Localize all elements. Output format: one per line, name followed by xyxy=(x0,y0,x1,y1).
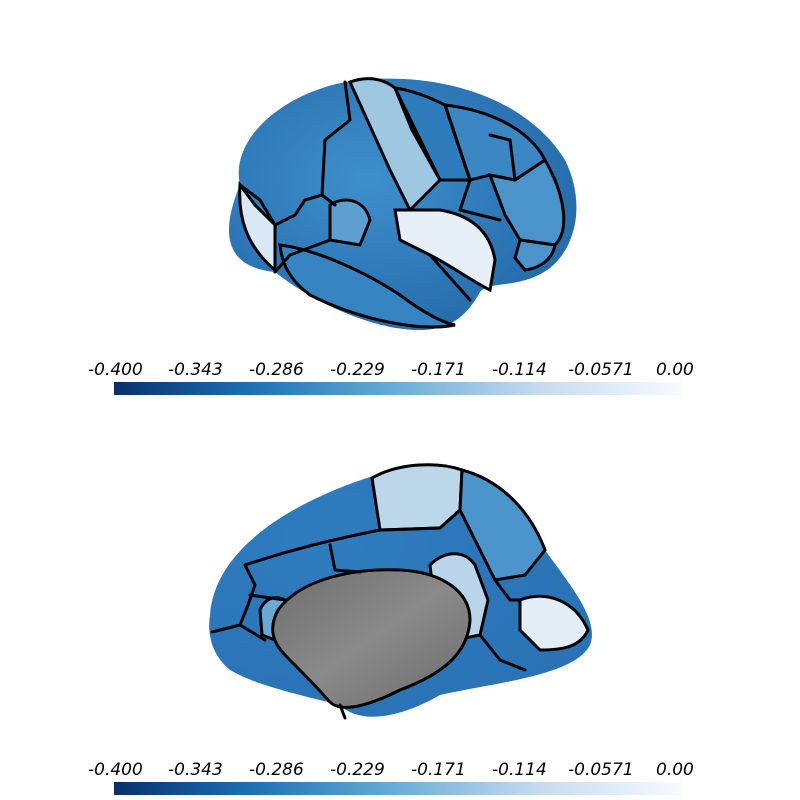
medial-view-panel: -0.400 -0.343 -0.286 -0.229 -0.171 -0.11… xyxy=(0,400,800,800)
medial-brain-surface xyxy=(209,463,592,720)
medial-colorbar: -0.400 -0.343 -0.286 -0.229 -0.171 -0.11… xyxy=(88,760,708,800)
colorbar-tick: 0.00 xyxy=(656,760,694,780)
colorbar-tick: -0.114 xyxy=(492,760,547,780)
colorbar-tick: -0.229 xyxy=(330,760,385,780)
colorbar-gradient xyxy=(114,382,682,395)
colorbar-tick: -0.343 xyxy=(168,360,223,380)
colorbar-tick: -0.0571 xyxy=(568,760,634,780)
lateral-view-panel: -0.400 -0.343 -0.286 -0.229 -0.171 -0.11… xyxy=(88,77,708,400)
colorbar-tick-labels: -0.400 -0.343 -0.286 -0.229 -0.171 -0.11… xyxy=(88,360,708,382)
colorbar-tick: -0.400 xyxy=(88,760,143,780)
colorbar-tick: -0.114 xyxy=(492,360,547,380)
colorbar-tick: -0.0571 xyxy=(568,360,634,380)
lateral-brain-surface xyxy=(228,77,577,330)
colorbar-tick: -0.286 xyxy=(249,760,304,780)
colorbar-tick: -0.400 xyxy=(88,360,143,380)
lateral-colorbar: -0.400 -0.343 -0.286 -0.229 -0.171 -0.11… xyxy=(88,360,708,400)
colorbar-gradient xyxy=(114,782,682,795)
colorbar-tick: -0.171 xyxy=(411,760,466,780)
colorbar-tick: -0.229 xyxy=(330,360,385,380)
colorbar-tick: 0.00 xyxy=(656,360,694,380)
colorbar-tick: -0.343 xyxy=(168,760,223,780)
colorbar-tick: -0.171 xyxy=(411,360,466,380)
colorbar-tick-labels: -0.400 -0.343 -0.286 -0.229 -0.171 -0.11… xyxy=(88,760,708,782)
colorbar-tick: -0.286 xyxy=(249,360,304,380)
